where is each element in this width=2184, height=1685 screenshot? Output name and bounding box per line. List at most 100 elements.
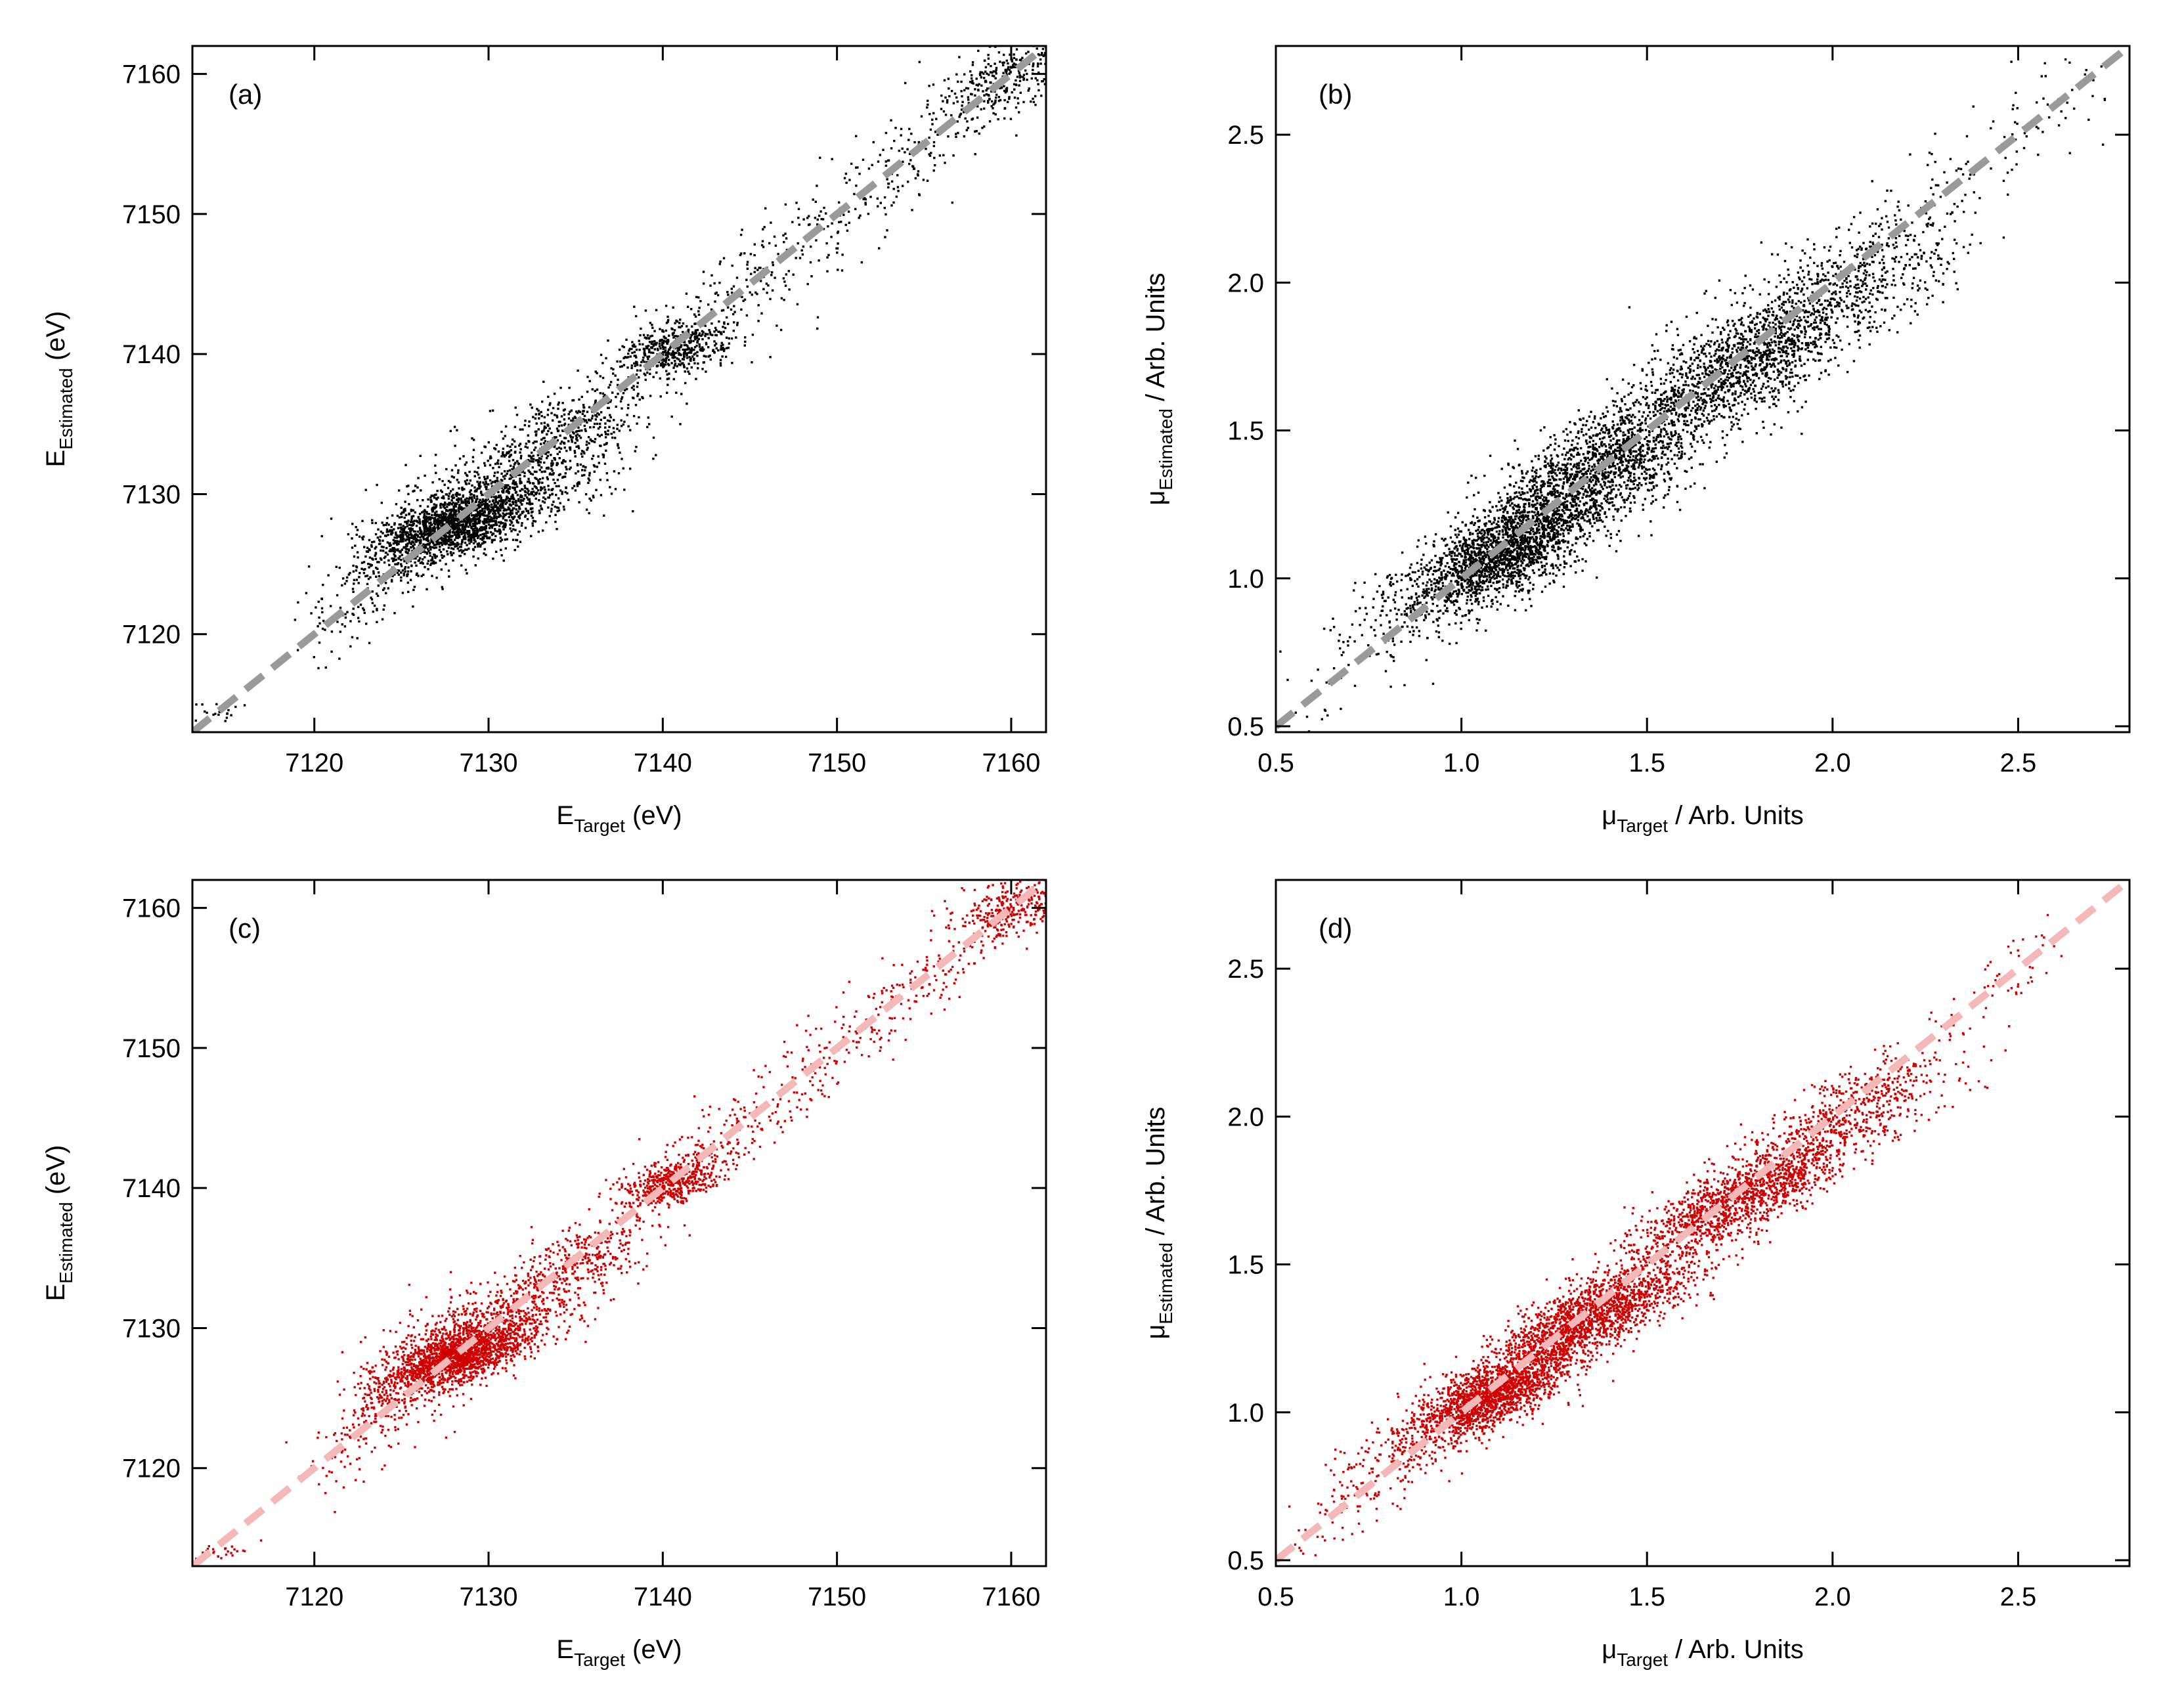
scatter-point — [1441, 582, 1444, 584]
scatter-point — [459, 521, 462, 523]
scatter-point — [1598, 519, 1601, 522]
scatter-point — [485, 482, 488, 485]
scatter-point — [885, 131, 888, 135]
scatter-point — [521, 512, 524, 515]
scatter-point — [592, 496, 595, 499]
scatter-point — [1477, 584, 1479, 587]
scatter-point — [1438, 617, 1441, 619]
scatter-point — [429, 534, 431, 536]
scatter-point — [462, 529, 466, 531]
scatter-point — [408, 533, 410, 536]
scatter-point — [450, 554, 453, 556]
scatter-point — [1510, 558, 1513, 561]
scatter-point — [432, 542, 435, 544]
scatter-point — [1575, 537, 1577, 540]
scatter-point — [821, 218, 825, 221]
scatter-point — [563, 418, 566, 421]
scatter-point — [532, 454, 535, 457]
scatter-point — [392, 559, 395, 561]
scatter-point — [587, 477, 590, 480]
scatter-point — [1433, 596, 1435, 598]
scatter-point — [1043, 54, 1046, 56]
scatter-point — [502, 491, 505, 494]
scatter-point — [648, 351, 651, 353]
scatter-point — [1475, 574, 1478, 577]
scatter-point — [422, 550, 424, 554]
scatter-point — [864, 202, 867, 204]
scatter-point — [454, 514, 457, 517]
scatter-point — [1521, 542, 1525, 545]
scatter-point — [691, 331, 694, 334]
scatter-point — [503, 514, 506, 516]
scatter-point — [1015, 63, 1017, 66]
scatter-point — [552, 488, 554, 491]
scatter-point — [451, 535, 454, 537]
scatter-point — [496, 502, 499, 505]
scatter-point — [975, 77, 978, 80]
scatter-point — [612, 372, 615, 375]
scatter-point — [690, 366, 693, 369]
scatter-point — [1484, 570, 1487, 573]
scatter-point — [343, 582, 347, 585]
scatter-point — [511, 500, 514, 503]
scatter-point — [510, 530, 513, 533]
scatter-point — [424, 509, 426, 512]
scatter-point — [502, 501, 504, 504]
scatter-point — [825, 242, 828, 245]
scatter-point — [504, 508, 506, 511]
scatter-point — [1426, 581, 1429, 584]
scatter-point — [468, 538, 470, 541]
scatter-point — [1546, 545, 1549, 548]
scatter-point — [487, 515, 490, 518]
scatter-point — [642, 343, 644, 346]
scatter-point — [473, 538, 476, 541]
scatter-point — [346, 576, 349, 579]
scatter-point — [455, 510, 458, 513]
scatter-point — [431, 523, 433, 526]
scatter-point — [506, 489, 510, 492]
scatter-point — [1573, 550, 1576, 553]
scatter-point — [493, 514, 496, 517]
scatter-point — [514, 406, 517, 409]
scatter-point — [320, 598, 324, 600]
scatter-point — [473, 522, 477, 525]
scatter-point — [621, 396, 624, 399]
scatter-point — [351, 546, 354, 549]
scatter-point — [540, 489, 542, 492]
scatter-point — [855, 166, 858, 169]
scatter-point — [978, 72, 982, 76]
scatter-point — [1540, 561, 1542, 563]
scatter-point — [904, 151, 906, 154]
scatter-point — [452, 552, 455, 555]
scatter-point — [607, 339, 609, 342]
scatter-point — [1454, 529, 1456, 531]
scatter-point — [483, 537, 485, 540]
scatter-point — [665, 329, 668, 332]
scatter-point — [389, 544, 392, 546]
scatter-point — [689, 359, 691, 361]
scatter-point — [1405, 575, 1407, 577]
scatter-point — [623, 420, 626, 423]
scatter-point — [1538, 568, 1540, 571]
scatter-point — [1465, 591, 1468, 594]
scatter-point — [557, 407, 559, 410]
scatter-point — [351, 636, 354, 639]
scatter-point — [404, 545, 408, 548]
scatter-point — [473, 535, 475, 538]
scatter-point — [502, 475, 505, 478]
scatter-point — [1536, 527, 1539, 530]
scatter-point — [1016, 97, 1019, 100]
scatter-point — [591, 414, 594, 417]
scatter-point — [514, 491, 517, 494]
scatter-point — [426, 543, 429, 546]
scatter-point — [661, 361, 664, 364]
scatter-point — [504, 525, 507, 527]
scatter-point — [914, 177, 917, 180]
scatter-point — [527, 434, 529, 437]
scatter-point — [441, 586, 443, 588]
scatter-point — [1516, 538, 1518, 541]
scatter-point — [393, 558, 395, 560]
scatter-point — [543, 470, 546, 473]
scatter-point — [535, 433, 538, 435]
scatter-point — [715, 329, 718, 332]
